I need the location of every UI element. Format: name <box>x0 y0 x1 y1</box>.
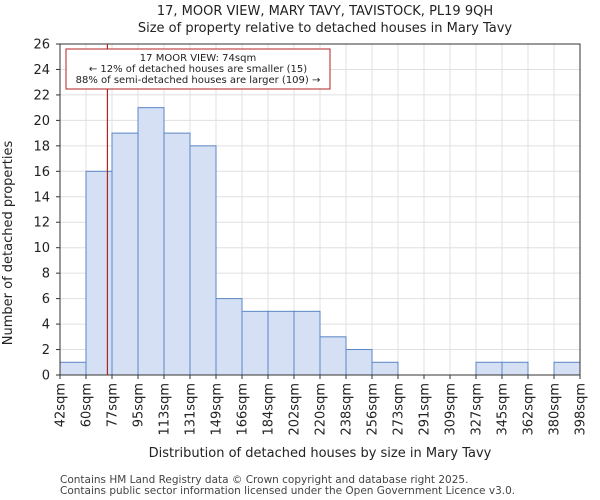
y-tick-label: 16 <box>33 165 50 180</box>
annotation-line3: 88% of semi-detached houses are larger (… <box>76 75 321 86</box>
plot-frame <box>59 43 581 376</box>
x-tick-label: 220sqm <box>314 383 329 436</box>
chart-title-line2: Size of property relative to detached ho… <box>138 21 513 36</box>
histogram-bar <box>85 170 113 376</box>
x-tick-label: 256sqm <box>366 383 381 436</box>
y-tick-label: 14 <box>33 190 50 205</box>
histogram-bar <box>111 132 139 376</box>
y-tick-label: 22 <box>33 88 50 103</box>
y-tick-label: 10 <box>33 241 50 256</box>
histogram-bar <box>163 132 191 376</box>
y-tick-label: 0 <box>42 369 50 384</box>
histogram-bar <box>59 361 87 376</box>
x-tick-label: 184sqm <box>262 383 277 436</box>
x-tick-label: 398sqm <box>574 383 589 436</box>
y-tick-label: 18 <box>33 139 50 154</box>
x-tick-label: 77sqm <box>106 383 121 427</box>
annotation-line2: ← 12% of detached houses are smaller (15… <box>89 64 307 75</box>
y-tick-label: 2 <box>42 343 50 358</box>
footer-line2: Contains public sector information licen… <box>60 485 515 497</box>
x-tick-label: 202sqm <box>288 383 303 436</box>
x-tick-label: 345sqm <box>496 383 511 436</box>
histogram-bar <box>475 361 503 376</box>
histogram-bar <box>137 107 165 376</box>
x-tick-label: 95sqm <box>132 383 147 427</box>
chart-title-line1: 17, MOOR VIEW, MARY TAVY, TAVISTOCK, PL1… <box>157 4 493 19</box>
histogram-bar <box>319 336 347 376</box>
histogram-bar <box>345 349 373 376</box>
x-tick-label: 131sqm <box>184 383 199 436</box>
annotation-line1: 17 MOOR VIEW: 74sqm <box>140 53 256 64</box>
x-tick-label: 327sqm <box>470 383 485 436</box>
footer-line1: Contains HM Land Registry data © Crown c… <box>60 474 468 486</box>
y-tick-label: 6 <box>42 292 50 307</box>
y-tick-label: 24 <box>33 63 50 78</box>
x-tick-label: 166sqm <box>236 383 251 436</box>
marker-annotation: 17 MOOR VIEW: 74sqm ← 12% of detached ho… <box>65 48 331 90</box>
x-tick-label: 362sqm <box>522 383 537 436</box>
x-axis-label: Distribution of detached houses by size … <box>149 446 492 461</box>
histogram-bar <box>215 298 243 376</box>
x-axis-ticks: 42sqm 60sqm 77sqm 95sqm 113sqm 131sqm 149sqm 16… <box>54 375 589 436</box>
histogram-bar <box>293 310 321 376</box>
y-axis-label: Number of detached properties <box>1 141 16 346</box>
x-tick-label: 149sqm <box>210 383 225 436</box>
histogram-bar <box>501 361 529 376</box>
y-tick-label: 12 <box>33 216 50 231</box>
x-tick-label: 113sqm <box>158 383 173 436</box>
x-tick-label: 60sqm <box>80 383 95 427</box>
x-tick-label: 380sqm <box>548 383 563 436</box>
x-tick-label: 273sqm <box>392 383 407 436</box>
y-tick-label: 20 <box>33 114 50 129</box>
y-tick-label: 26 <box>33 38 50 53</box>
histogram-bar <box>189 145 217 376</box>
y-tick-label: 8 <box>42 267 50 282</box>
histogram-bar <box>371 361 399 376</box>
y-tick-label: 4 <box>42 318 50 333</box>
histogram-bar <box>553 361 581 376</box>
annotation-box <box>65 48 331 90</box>
x-tick-label: 309sqm <box>444 383 459 436</box>
x-tick-label: 42sqm <box>54 383 69 427</box>
histogram-bar <box>241 310 269 376</box>
histogram-bar <box>267 310 295 376</box>
x-tick-label: 238sqm <box>340 383 355 436</box>
x-tick-label: 291sqm <box>418 383 433 436</box>
